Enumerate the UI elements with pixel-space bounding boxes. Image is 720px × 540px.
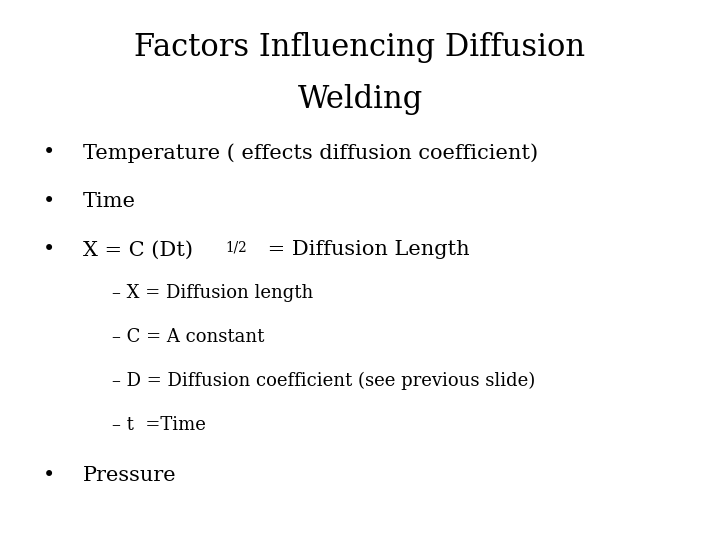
Text: = Diffusion Length: = Diffusion Length: [261, 240, 470, 259]
Text: 1/2: 1/2: [225, 240, 247, 254]
Text: Temperature ( effects diffusion coefficient): Temperature ( effects diffusion coeffici…: [83, 143, 538, 163]
Text: Welding: Welding: [297, 84, 423, 114]
Text: Pressure: Pressure: [83, 466, 176, 485]
Text: – t  =Time: – t =Time: [112, 416, 205, 434]
Text: •: •: [43, 466, 55, 485]
Text: Factors Influencing Diffusion: Factors Influencing Diffusion: [135, 32, 585, 63]
Text: •: •: [43, 143, 55, 162]
Text: •: •: [43, 192, 55, 211]
Text: – D = Diffusion coefficient (see previous slide): – D = Diffusion coefficient (see previou…: [112, 372, 535, 390]
Text: Time: Time: [83, 192, 136, 211]
Text: – X = Diffusion length: – X = Diffusion length: [112, 284, 313, 301]
Text: •: •: [43, 240, 55, 259]
Text: X = C (Dt): X = C (Dt): [83, 240, 193, 259]
Text: – C = A constant: – C = A constant: [112, 328, 264, 346]
